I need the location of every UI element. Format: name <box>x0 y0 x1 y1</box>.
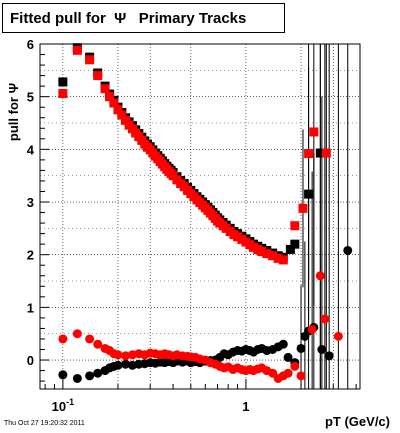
circle-marker <box>278 339 288 349</box>
circle-marker <box>58 370 68 380</box>
circle-marker <box>85 371 95 381</box>
circle-marker <box>113 360 123 370</box>
square-marker <box>290 239 300 249</box>
square-marker <box>257 247 267 257</box>
square-marker <box>278 255 288 265</box>
square-marker <box>268 251 278 261</box>
circle-marker <box>121 359 131 369</box>
square-marker <box>321 148 331 158</box>
x-tick-label: 10-1 <box>52 397 74 414</box>
square-marker <box>58 77 68 87</box>
square-marker <box>315 148 325 158</box>
timestamp: Thu Oct 27 19:20:32 2011 <box>4 420 85 427</box>
square-marker <box>304 149 314 159</box>
square-marker <box>85 55 95 65</box>
circle-marker <box>72 373 82 383</box>
y-tick-label: 4 <box>27 142 35 157</box>
circle-marker <box>93 339 103 349</box>
circle-marker <box>113 350 123 360</box>
y-tick-label: 2 <box>27 248 34 263</box>
data-points <box>58 43 353 383</box>
y-tick-label: 0 <box>27 353 34 368</box>
circle-marker <box>93 368 103 378</box>
square-marker <box>113 105 123 115</box>
square-marker <box>58 89 68 99</box>
circle-marker <box>320 314 330 324</box>
square-marker <box>117 110 127 120</box>
circle-marker <box>296 371 306 381</box>
circle-marker <box>85 334 95 344</box>
circle-marker <box>317 344 327 354</box>
square-marker <box>109 98 119 108</box>
x-axis-title: pT (GeV/c) <box>325 414 390 429</box>
circle-marker <box>58 334 68 344</box>
circle-marker <box>283 368 293 378</box>
square-marker <box>309 127 319 137</box>
circle-marker <box>283 352 293 362</box>
square-marker <box>262 249 272 259</box>
y-tick-label: 1 <box>27 300 34 315</box>
circle-marker <box>296 343 306 353</box>
square-marker <box>273 253 283 263</box>
y-tick-label: 6 <box>27 37 34 52</box>
square-marker <box>285 244 295 254</box>
y-axis-title: pull for Ψ <box>6 83 21 141</box>
y-tick-label: 3 <box>27 195 34 210</box>
square-marker <box>298 203 308 213</box>
circle-marker <box>290 361 300 371</box>
chart-title-box: Fitted pull for Ψ Primary Tracks <box>2 3 285 33</box>
plot-frame <box>39 43 361 390</box>
circle-marker <box>333 331 343 341</box>
circle-marker <box>324 351 334 361</box>
square-marker <box>290 221 300 231</box>
chart-title: Fitted pull for Ψ Primary Tracks <box>10 10 247 27</box>
square-marker <box>105 92 115 102</box>
y-tick-label: 5 <box>27 90 34 105</box>
square-marker <box>100 84 110 94</box>
circle-marker <box>315 271 325 281</box>
x-tick-label: 1 <box>242 399 249 414</box>
square-marker <box>304 189 314 199</box>
circle-marker <box>121 351 131 361</box>
axes: 0 1 2 3 4 5 6 10-1 1 <box>27 37 357 414</box>
circle-marker <box>343 245 353 255</box>
square-marker <box>93 71 103 81</box>
circle-marker <box>72 329 82 339</box>
square-marker <box>121 115 131 125</box>
circle-marker <box>307 324 317 334</box>
square-marker <box>72 45 82 55</box>
